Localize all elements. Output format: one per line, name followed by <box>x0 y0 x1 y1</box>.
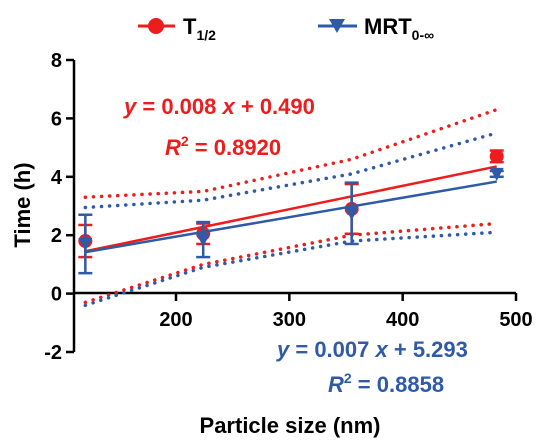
r2-t-half: R2 = 0.8920 <box>165 133 281 160</box>
x-tick-label: 200 <box>159 309 192 331</box>
y-tick-label: 6 <box>51 108 62 130</box>
data-point <box>78 237 93 251</box>
y-axis-title: Time (h) <box>10 162 35 247</box>
regression-line <box>85 180 497 254</box>
y-tick-label: 4 <box>51 167 63 189</box>
series-1 <box>78 131 504 308</box>
confidence-band-lower <box>83 221 499 305</box>
x-tick-label: 400 <box>386 309 419 331</box>
confidence-band-lower <box>83 230 499 308</box>
axes: -2 0 2 4 6 8 200 300 400 500 <box>44 50 532 364</box>
y-tick-label: 2 <box>51 225 62 247</box>
y-ticks: -2 0 2 4 6 8 <box>44 50 74 364</box>
r2-mrt: R2 = 0.8858 <box>328 370 444 397</box>
legend-marker-triangle <box>329 19 345 33</box>
legend-marker-circle <box>148 18 164 34</box>
x-tick-label: 300 <box>273 309 306 331</box>
legend-label-t-half: T1/2 <box>183 14 216 43</box>
y-tick-label: -2 <box>44 342 62 364</box>
data-point <box>489 149 504 164</box>
data-point <box>196 233 211 247</box>
confidence-band-upper <box>83 107 499 199</box>
x-ticks: 200 300 400 500 <box>159 293 533 331</box>
data-point <box>489 167 504 181</box>
legend-label-mrt: MRT0-∞ <box>364 14 434 43</box>
x-tick-label: 500 <box>499 309 532 331</box>
y-tick-label: 0 <box>51 284 62 306</box>
x-axis-title: Particle size (nm) <box>200 413 381 438</box>
series-0 <box>78 107 504 305</box>
legend-item-mrt: MRT0-∞ <box>318 14 434 43</box>
legend-item-t-half: T1/2 <box>138 14 216 43</box>
series-layer <box>78 107 504 308</box>
equation-mrt: y = 0.007 x + 5.293 <box>276 337 468 362</box>
confidence-band-upper <box>83 131 499 210</box>
legend: T1/2 MRT0-∞ <box>138 14 434 43</box>
equation-t-half: y = 0.008 x + 0.490 <box>123 94 315 119</box>
y-tick-label: 8 <box>51 50 62 72</box>
regression-line <box>85 165 497 253</box>
data-point <box>344 207 359 221</box>
